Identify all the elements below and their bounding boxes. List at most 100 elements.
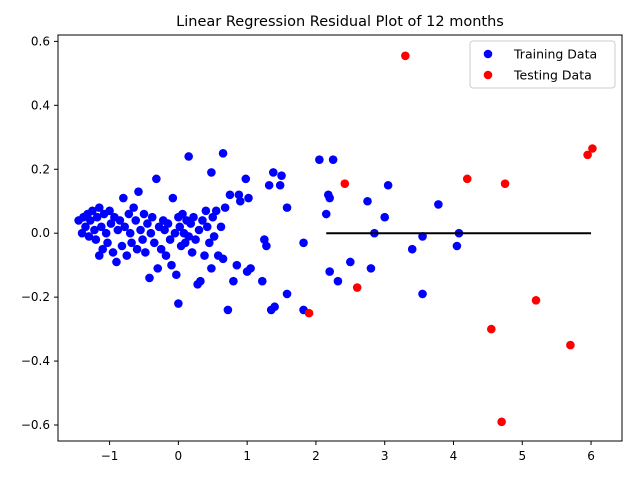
data-point: [325, 267, 334, 276]
data-point: [184, 152, 193, 161]
data-point: [129, 203, 138, 212]
data-point: [380, 212, 390, 222]
data-point: [328, 155, 338, 164]
data-point: [101, 228, 111, 238]
data-point: [282, 203, 292, 212]
data-point: [218, 148, 228, 158]
data-point: [407, 244, 417, 254]
data-point: [270, 302, 279, 312]
data-point: [583, 150, 592, 160]
data-point: [225, 190, 235, 200]
data-point: [418, 289, 427, 299]
data-point: [136, 225, 145, 235]
data-point: [139, 209, 149, 219]
data-point: [202, 222, 212, 232]
data-point: [588, 144, 597, 153]
data-point: [90, 225, 99, 235]
data-point: [220, 203, 230, 212]
data-point: [366, 264, 376, 273]
chart-legend: Training Data Testing Data: [469, 40, 616, 89]
data-point: [229, 276, 238, 286]
legend-box: [469, 40, 616, 89]
data-point: [103, 238, 112, 248]
data-point: [131, 216, 141, 225]
y-tick-label: 0.0: [31, 226, 50, 240]
data-point: [119, 193, 128, 203]
data-point: [122, 251, 132, 260]
data-point: [161, 251, 171, 260]
data-point: [208, 212, 218, 222]
x-tick-label: 1: [243, 449, 251, 463]
data-point: [153, 264, 163, 273]
data-point: [149, 238, 159, 248]
data-point: [207, 168, 216, 177]
chart-title: Linear Regression Residual Plot of 12 mo…: [176, 14, 504, 30]
data-point: [275, 180, 285, 190]
y-tick-label: −0.4: [21, 354, 50, 368]
data-point: [194, 225, 204, 235]
data-point: [340, 179, 350, 188]
data-point: [146, 228, 156, 238]
data-point: [209, 232, 219, 241]
data-point: [321, 209, 331, 219]
data-point: [434, 200, 443, 209]
data-point: [174, 299, 183, 308]
axes-frame: [57, 34, 623, 442]
data-point: [191, 235, 200, 244]
data-point: [196, 276, 205, 286]
x-tick-label: 4: [450, 449, 458, 463]
data-point: [268, 168, 278, 177]
data-point: [223, 305, 233, 315]
data-point: [211, 206, 221, 216]
data-point: [180, 238, 190, 248]
data-point: [264, 180, 274, 190]
data-point: [117, 241, 127, 251]
data-point: [124, 209, 134, 219]
legend-marker: [483, 49, 493, 59]
data-point: [462, 174, 472, 184]
x-tick-label: 5: [518, 449, 526, 463]
legend-label: Testing Data: [513, 68, 592, 83]
data-point: [187, 248, 197, 257]
data-point: [138, 235, 147, 244]
data-point: [77, 228, 87, 238]
data-point: [401, 51, 410, 61]
series-1: [304, 51, 597, 427]
data-point: [92, 212, 102, 222]
data-point: [189, 212, 198, 222]
data-point: [452, 241, 462, 251]
data-point: [120, 222, 130, 232]
data-point: [167, 260, 176, 270]
x-axis: −1 0 1 2 3 4 5 6: [101, 441, 595, 463]
data-point: [160, 225, 169, 235]
data-point: [172, 270, 181, 280]
data-point: [145, 273, 154, 283]
data-point: [88, 206, 97, 216]
data-point: [125, 228, 135, 238]
data-point: [141, 248, 150, 257]
data-point: [363, 196, 372, 206]
data-point: [165, 235, 175, 244]
data-point: [152, 174, 161, 184]
data-point: [175, 222, 185, 232]
data-point: [207, 264, 216, 273]
data-point: [115, 216, 125, 225]
data-point: [91, 235, 101, 244]
data-point: [86, 216, 95, 225]
data-point: [244, 193, 253, 203]
data-point: [94, 203, 104, 212]
data-point: [257, 276, 267, 286]
y-tick-label: 0.4: [31, 98, 50, 112]
data-point: [98, 244, 108, 254]
y-tick-label: −0.2: [21, 290, 50, 304]
data-point: [163, 219, 173, 228]
y-tick-label: 0.6: [31, 34, 50, 48]
data-point: [352, 283, 362, 292]
data-point: [383, 180, 393, 190]
y-tick-label: −0.6: [21, 418, 50, 432]
data-point: [200, 251, 209, 260]
data-point: [201, 206, 211, 216]
series-0: [74, 148, 464, 315]
data-point: [277, 171, 286, 180]
y-axis: −0.6 −0.4 −0.2 0.0 0.2 0.4 0.6: [21, 34, 58, 432]
